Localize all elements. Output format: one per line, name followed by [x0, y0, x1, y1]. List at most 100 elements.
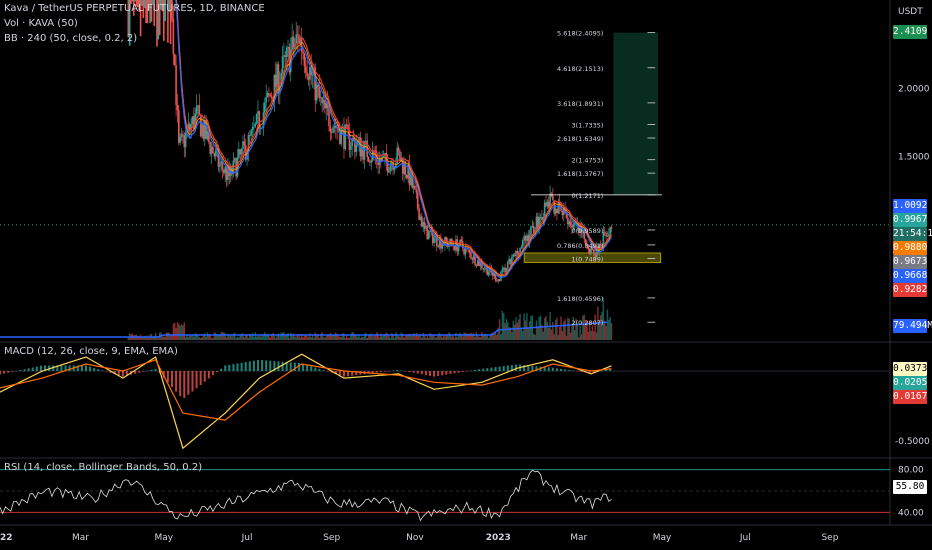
macd-histogram-bar [441, 371, 444, 376]
candle-body [326, 103, 329, 109]
macd-histogram-bar [506, 365, 509, 372]
volume-bar [509, 327, 512, 340]
volume-bar [546, 321, 549, 340]
candle-body [176, 105, 179, 111]
candle-body [476, 260, 479, 266]
candle-body [149, 0, 151, 23]
macd-histogram-bar [76, 365, 79, 372]
candle-body [524, 236, 527, 241]
candle-body [160, 0, 162, 10]
volume-bar [588, 320, 591, 340]
macd-histogram-bar [588, 371, 591, 374]
volume-bar [137, 335, 139, 340]
candle-body [321, 97, 323, 104]
volume-bar [311, 334, 314, 340]
volume-bar [376, 332, 378, 340]
candle-body [306, 72, 308, 77]
candle-body [328, 108, 330, 127]
candle-body [487, 272, 490, 276]
candle-body [183, 135, 186, 148]
volume-bar [251, 333, 254, 340]
price-tick: 1.5000 [898, 152, 930, 162]
volume-bar [358, 334, 360, 340]
candle-body [584, 238, 587, 245]
volume-bar [291, 334, 293, 340]
candle-body [556, 208, 558, 213]
candle-body [582, 229, 584, 233]
volume-bar [253, 336, 255, 340]
macd-histogram-bar [474, 369, 477, 372]
candle-body [221, 161, 224, 170]
volume-bar [599, 315, 602, 340]
volume-bar [427, 337, 430, 340]
macd-histogram-bar [609, 369, 612, 372]
candle-body [354, 139, 356, 153]
fib-label: 1(0.7489) [571, 256, 603, 264]
volume-bar [235, 337, 237, 340]
candle-body [146, 0, 149, 24]
volume-bar [199, 337, 202, 340]
candle-body [299, 38, 302, 44]
volume-bar [587, 331, 590, 340]
candle-body [591, 246, 594, 250]
macd-histogram-bar [600, 370, 603, 372]
volume-bar [239, 334, 241, 340]
macd-legend[interactable]: MACD (12, 26, close, 9, EMA, EMA) [4, 346, 178, 357]
volume-bar [246, 334, 248, 340]
volume-bar [605, 325, 607, 340]
volume-bar [391, 333, 393, 340]
candle-body [206, 131, 209, 140]
volume-bar [558, 326, 561, 340]
bollinger-bands [175, 0, 612, 278]
candle-body [330, 132, 333, 133]
candle-body [523, 236, 525, 240]
candle-body [225, 166, 228, 180]
support-zone [524, 252, 661, 263]
volume-bar [167, 332, 169, 340]
volume-bar [220, 332, 222, 340]
volume-bar [386, 333, 389, 340]
price-tick: 2.0000 [898, 84, 930, 94]
macd-histogram-bar [568, 370, 571, 372]
rsi-legend[interactable]: RSI (14, close, Bollinger Bands, 50, 0.2… [4, 462, 203, 473]
candle-body [209, 142, 212, 154]
time-label: Mar [72, 533, 89, 543]
macd-histogram-bar [535, 366, 538, 372]
candle-body [532, 226, 535, 234]
candle-body [400, 158, 403, 162]
volume-bar [186, 334, 188, 340]
volume-bar [554, 319, 557, 340]
macd-histogram-bar [486, 368, 489, 372]
volume-bar [382, 334, 385, 340]
rsi-tick: 80.00 [898, 466, 924, 476]
volume-bar [467, 333, 469, 340]
candle-body [366, 140, 368, 158]
volume-bar [324, 337, 326, 340]
volume-bar [227, 333, 229, 340]
candle-body [422, 221, 424, 227]
bb-legend[interactable]: BB · 240 (50, close, 0.2, 2) [4, 33, 138, 44]
volume-bar [336, 334, 338, 340]
candle-body [214, 150, 217, 157]
vol-legend[interactable]: Vol · KAVA (50) [4, 18, 78, 29]
volume-bar [593, 331, 595, 340]
candle-body [516, 250, 519, 254]
candle-body [178, 110, 180, 143]
price-badge: 0.9967 [893, 213, 928, 227]
volume-bar [332, 335, 334, 340]
macd-line [0, 353, 612, 450]
candle-body [197, 105, 199, 107]
candle-body [351, 137, 353, 147]
candle-body [385, 153, 388, 162]
volume-bar [541, 324, 543, 340]
volume-bar [556, 317, 558, 340]
candle-body [175, 65, 177, 106]
macd-histogram-bar [195, 371, 198, 389]
macd-histogram-bar [449, 371, 452, 374]
candle-body [137, 0, 139, 8]
volume-bar [206, 332, 209, 340]
volume-bar [568, 318, 570, 340]
candle-body [161, 0, 164, 12]
